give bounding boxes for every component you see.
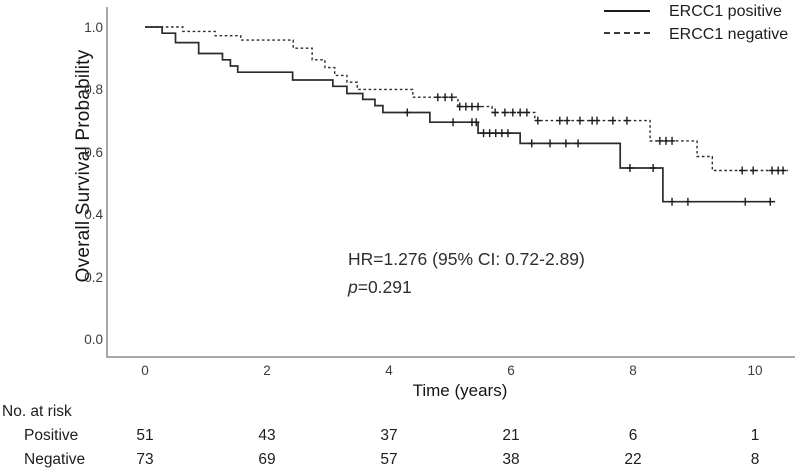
x-tick-label: 2	[263, 363, 271, 378]
y-tick-label: 0.6	[84, 144, 103, 160]
risk-count-negative-t2: 69	[258, 451, 276, 468]
risk-count-positive-t0: 51	[136, 427, 154, 444]
risk-count-positive-t6: 21	[502, 427, 520, 444]
negative-curve	[145, 26, 788, 172]
risk-count-negative-t10: 8	[750, 451, 760, 468]
risk-row-label-negative: Negative	[24, 451, 86, 468]
legend-label-negative: ERCC1 negative	[669, 26, 789, 43]
x-tick-label: 8	[629, 363, 637, 378]
p-value-annotation: p=0.291	[348, 277, 412, 297]
axis-lines	[106, 7, 795, 358]
hazard-ratio-annotation: HR=1.276 (95% CI: 0.72-2.89)	[348, 249, 585, 269]
risk-count-positive-t8: 6	[628, 427, 638, 444]
y-tick-label: 0.4	[84, 207, 103, 223]
legend-label-positive: ERCC1 positive	[669, 3, 782, 20]
x-tick-label: 10	[747, 363, 763, 378]
negative-censor-marks	[434, 93, 787, 175]
positive-censor-marks	[404, 108, 774, 206]
x-axis-title: Time (years)	[412, 381, 508, 400]
risk-count-negative-t8: 22	[624, 451, 642, 468]
risk-table-title: No. at risk	[2, 403, 72, 420]
x-tick-label: 6	[507, 363, 515, 378]
legend-positive-line-sample	[604, 10, 650, 12]
y-tick-label: 0.2	[84, 269, 103, 285]
x-tick-label: 4	[385, 363, 393, 378]
y-tick-label: 0.0	[84, 332, 103, 347]
x-tick-label: 0	[141, 363, 149, 378]
legend-negative-line-sample	[604, 32, 650, 34]
risk-count-positive-t10: 1	[750, 427, 760, 444]
risk-row-label-positive: Positive	[24, 427, 79, 444]
risk-count-negative-t6: 38	[502, 451, 520, 468]
risk-count-negative-t0: 73	[136, 451, 154, 468]
y-tick-label: 0.8	[84, 82, 103, 98]
risk-count-positive-t4: 37	[380, 427, 398, 444]
risk-count-positive-t2: 43	[258, 427, 276, 444]
y-tick-label: 1.0	[84, 20, 103, 35]
positive-curve	[145, 26, 776, 203]
risk-count-negative-t4: 57	[380, 451, 398, 468]
